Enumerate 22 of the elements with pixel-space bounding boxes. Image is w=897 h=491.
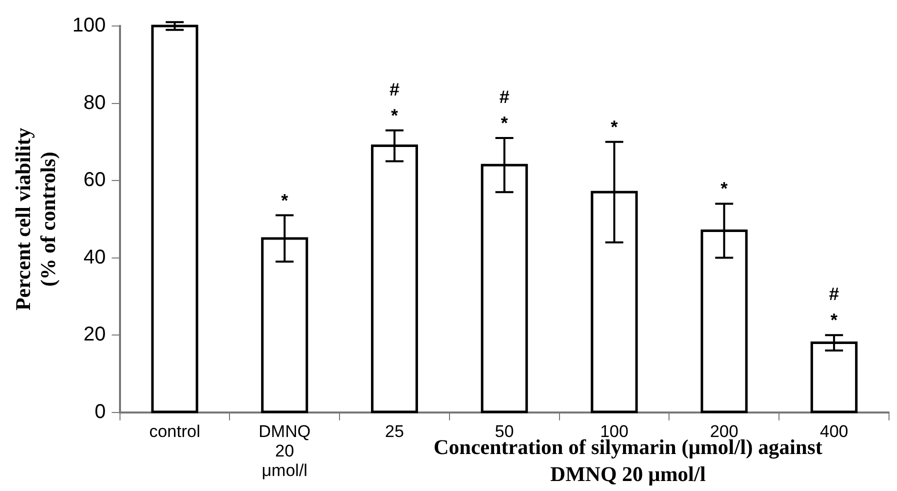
x-tick-label: 50: [494, 422, 514, 441]
annotation: *: [830, 310, 838, 330]
y-tick-label: 100: [72, 14, 106, 37]
y-tick-label: 40: [84, 246, 106, 268]
annotation: *: [500, 113, 508, 134]
x-tick-label: 400: [820, 422, 848, 441]
y-axis-title: Percent cell viability (% of controls): [11, 127, 60, 311]
y-tick-label: 0: [94, 400, 106, 423]
x-tick-label: 25: [385, 422, 404, 441]
annotation: *: [281, 190, 288, 210]
annotation: *: [610, 116, 618, 137]
annotation: *: [720, 178, 728, 199]
y-tick-label: 80: [84, 92, 106, 114]
annotation: #: [829, 284, 840, 304]
annotation: *: [390, 105, 398, 126]
bar: [151, 24, 198, 414]
x-tick-label: control: [149, 422, 200, 441]
y-tick-label: 60: [84, 169, 106, 192]
y-tick-label: 20: [84, 324, 106, 346]
annotation: #: [389, 79, 400, 100]
x-tick-label: DMNQ 20 μmol/l: [258, 422, 311, 480]
annotation: #: [499, 87, 510, 108]
